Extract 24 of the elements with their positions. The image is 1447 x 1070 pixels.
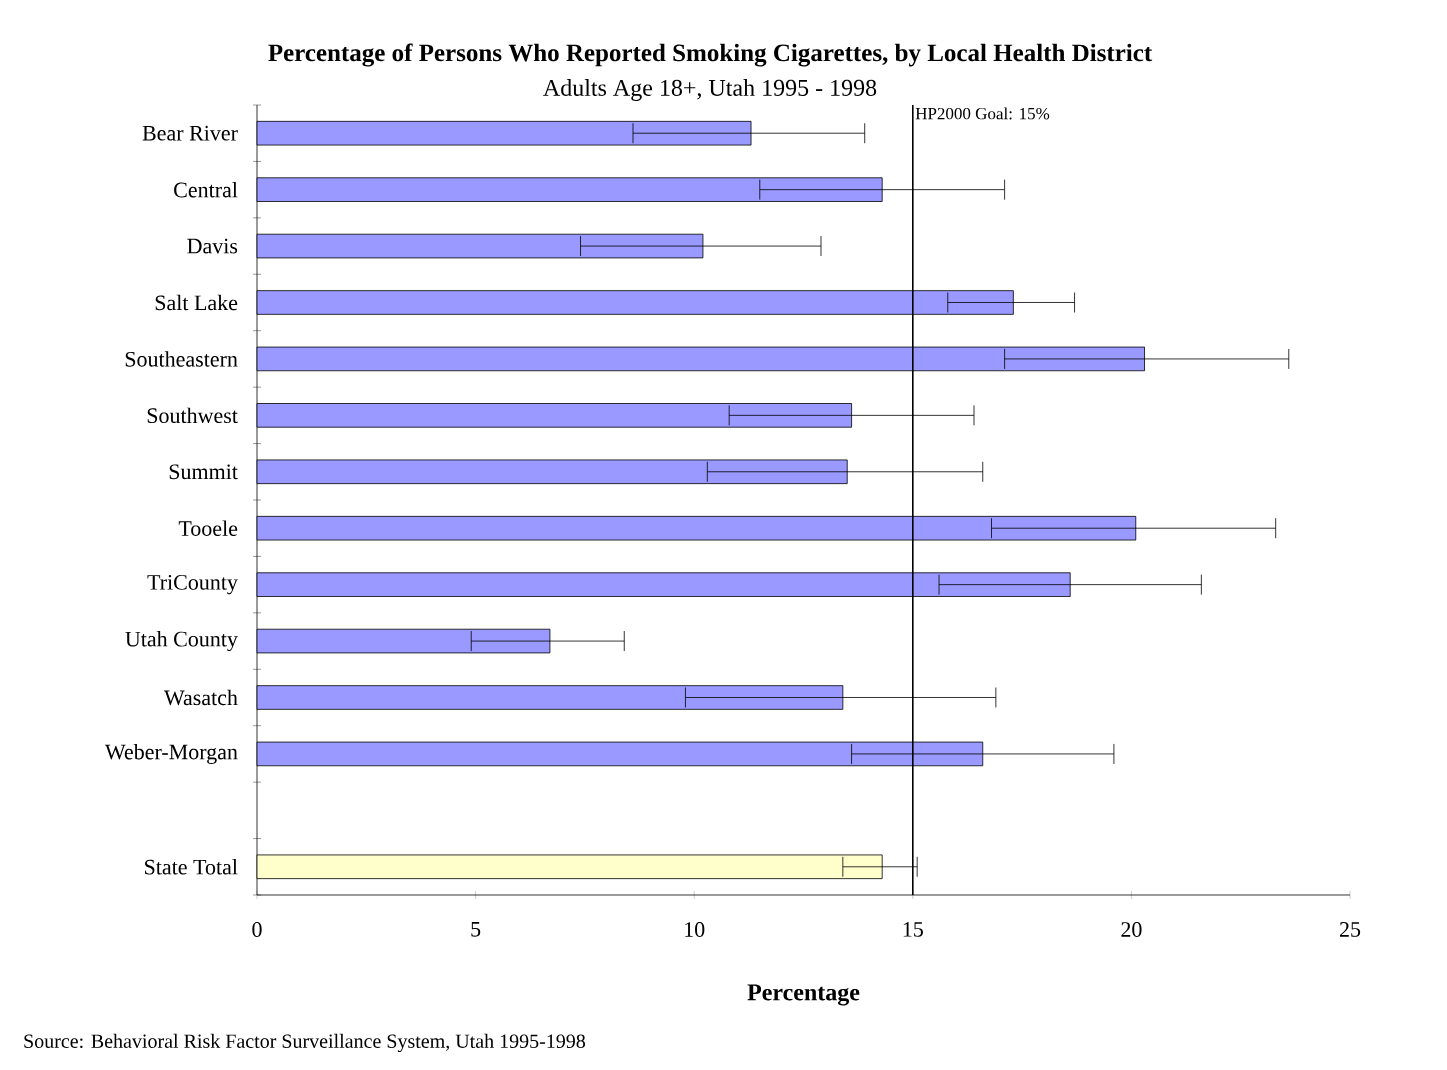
y-tick-label: Southwest — [147, 407, 238, 424]
x-tick-label: 0 — [252, 922, 262, 937]
x-tick-label: 20 — [1121, 922, 1142, 937]
ref-line-label: HP2000 Goal: 15% — [915, 107, 1050, 120]
y-tick-label: Davis — [187, 238, 238, 254]
y-tick-label: Summit — [169, 464, 238, 480]
y-tick-label: Central — [174, 181, 238, 198]
y-tick-label: State Total — [145, 859, 238, 875]
y-tick-label: Wasatch — [164, 689, 238, 706]
y-tick-label: Utah County — [125, 631, 238, 652]
x-tick-label: 15 — [903, 922, 923, 937]
y-tick-label: TriCounty — [147, 575, 238, 595]
source-note: Source: Behavioral Risk Factor Surveillance System, Utah 1995-1998 — [24, 1033, 586, 1053]
y-tick-label: Tooele — [178, 520, 238, 536]
x-axis-title: Percentage — [747, 984, 860, 1006]
y-tick-label: Weber-Morgan — [104, 743, 238, 764]
y-tick-label: Bear River — [142, 125, 238, 141]
chart-subtitle: Adults Age 18+, Utah 1995 - 1998 — [543, 79, 877, 101]
x-tick-label: 5 — [471, 922, 481, 937]
y-tick-label: Southeastern — [125, 351, 238, 367]
x-tick-label: 25 — [1339, 922, 1361, 937]
x-tick-label: 10 — [685, 922, 705, 937]
chart-title: Percentage of Persons Who Reported Smoking Cigarettes, by Local Health District — [268, 43, 1153, 67]
y-tick-label: Salt Lake — [155, 294, 238, 311]
